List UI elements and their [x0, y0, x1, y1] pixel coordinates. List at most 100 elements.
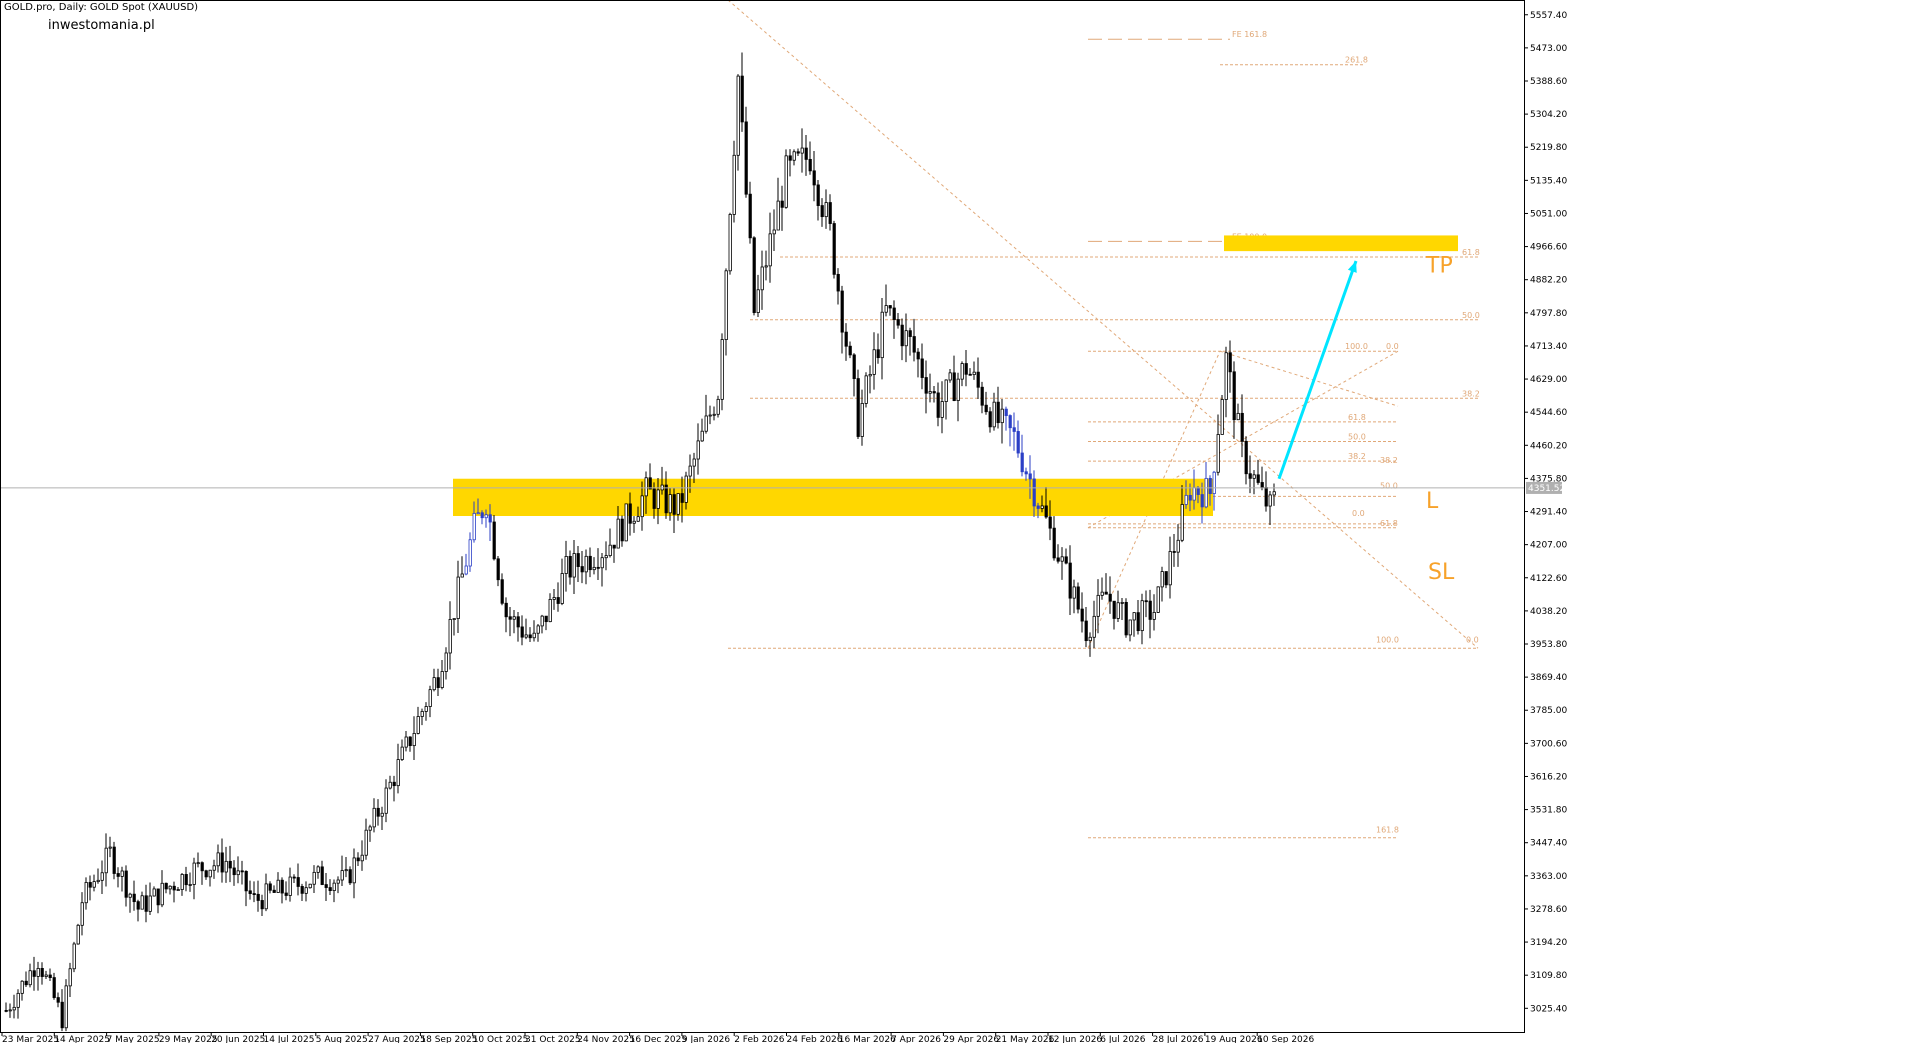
x-tick-label: 20 Jun 2025	[211, 1035, 265, 1043]
candle-body	[564, 556, 568, 574]
candle-body	[1252, 474, 1256, 479]
candle-body	[1244, 440, 1248, 475]
candle-body	[812, 170, 816, 186]
candle-body	[64, 985, 68, 1029]
candle-body	[592, 566, 596, 571]
y-tick-label: 4629.00	[1530, 375, 1567, 385]
candle-body	[28, 970, 32, 986]
candle-body	[1236, 412, 1240, 421]
candle-body	[936, 392, 940, 418]
candle-body	[436, 677, 440, 688]
candle-body	[1024, 471, 1028, 475]
candle-body	[1256, 474, 1260, 483]
candle-body	[776, 200, 780, 231]
candle-body	[752, 237, 756, 313]
candle-body	[792, 151, 796, 161]
candle-body	[1184, 494, 1188, 505]
candle-body	[1076, 586, 1080, 610]
tp-label: TP	[1425, 254, 1453, 279]
y-tick-label: 3785.00	[1530, 706, 1567, 716]
candle-body	[224, 860, 228, 873]
candle-body	[1192, 487, 1196, 501]
candle-body	[12, 1006, 16, 1011]
candle-body	[1084, 620, 1088, 642]
candle-body	[468, 539, 472, 567]
candle-body	[700, 430, 704, 442]
x-tick-label: 5 Aug 2025	[316, 1035, 368, 1043]
candle-body	[300, 886, 304, 894]
candle-body	[108, 846, 112, 849]
candle-body	[1080, 608, 1084, 622]
candle-body	[312, 871, 316, 885]
candle-body	[1060, 556, 1064, 562]
candle-body	[788, 155, 792, 161]
candle-body	[784, 155, 788, 208]
candle-body	[504, 602, 508, 618]
candle-body	[1148, 600, 1152, 620]
candle-body	[1088, 636, 1092, 642]
candle-body	[556, 597, 560, 604]
candle-body	[512, 616, 516, 620]
y-tick-label: 4291.40	[1530, 508, 1567, 518]
candle-body	[216, 852, 220, 867]
candle-body	[268, 883, 272, 891]
y-tick-label: 4797.80	[1530, 309, 1567, 319]
candle-body	[92, 881, 96, 888]
x-tick-label: 14 Jul 2025	[264, 1035, 315, 1043]
candle-body	[956, 378, 960, 401]
candle-body	[608, 544, 612, 557]
x-tick-label: 24 Feb 2026	[787, 1035, 843, 1043]
candle-body	[328, 887, 332, 891]
candle-body	[1032, 478, 1036, 507]
y-tick-label: 4966.60	[1530, 243, 1567, 253]
x-tick-label: 29 May 2025	[159, 1035, 218, 1043]
candle-body	[864, 375, 868, 404]
candle-body	[1128, 619, 1132, 636]
candle-body	[712, 413, 716, 416]
candle-body	[720, 339, 724, 400]
fe-261-label: 261.8	[1345, 56, 1368, 65]
candle-body	[1160, 571, 1164, 588]
candle-body	[852, 354, 856, 379]
candle-body	[860, 403, 864, 437]
candle-body	[4, 1010, 8, 1012]
candle-body	[1152, 611, 1156, 620]
candle-body	[888, 305, 892, 309]
x-tick-label: 23 Mar 2025	[2, 1035, 59, 1043]
candle-body	[704, 415, 708, 432]
candle-body	[992, 401, 996, 428]
x-tick-label: 24 Nov 2025	[577, 1035, 635, 1043]
candle-body	[736, 75, 740, 156]
candle-body	[492, 521, 496, 560]
candle-body	[472, 512, 476, 541]
candle-body	[1000, 408, 1004, 424]
candle-body	[548, 598, 552, 623]
candle-body	[360, 854, 364, 862]
y-tick-label: 4882.20	[1530, 276, 1567, 286]
candle-body	[572, 553, 576, 578]
candle-body	[280, 879, 284, 894]
fib-50-top-label: 50.0	[1462, 311, 1480, 320]
fib-bottom-0-label: 0.0	[1466, 635, 1479, 644]
candle-body	[708, 414, 712, 417]
candle-body	[1092, 615, 1096, 638]
candle-body	[284, 892, 288, 896]
candle-body	[1044, 505, 1048, 518]
candle-body	[384, 787, 388, 814]
fib-618-top-label: 61.8	[1462, 248, 1480, 257]
y-tick-label: 3194.20	[1530, 938, 1567, 948]
candle-body	[940, 401, 944, 418]
y-tick-label: 3109.80	[1530, 971, 1567, 981]
candle-body	[112, 846, 116, 874]
candle-body	[324, 884, 328, 888]
candle-body	[296, 877, 300, 887]
candle-body	[680, 493, 684, 503]
candle-body	[840, 290, 844, 333]
candle-body	[1168, 551, 1172, 586]
candle-body	[624, 503, 628, 542]
candle-body	[184, 874, 188, 886]
y-tick-label: 5473.00	[1530, 44, 1567, 54]
candle-body	[196, 862, 200, 865]
candle-body	[1116, 602, 1120, 619]
